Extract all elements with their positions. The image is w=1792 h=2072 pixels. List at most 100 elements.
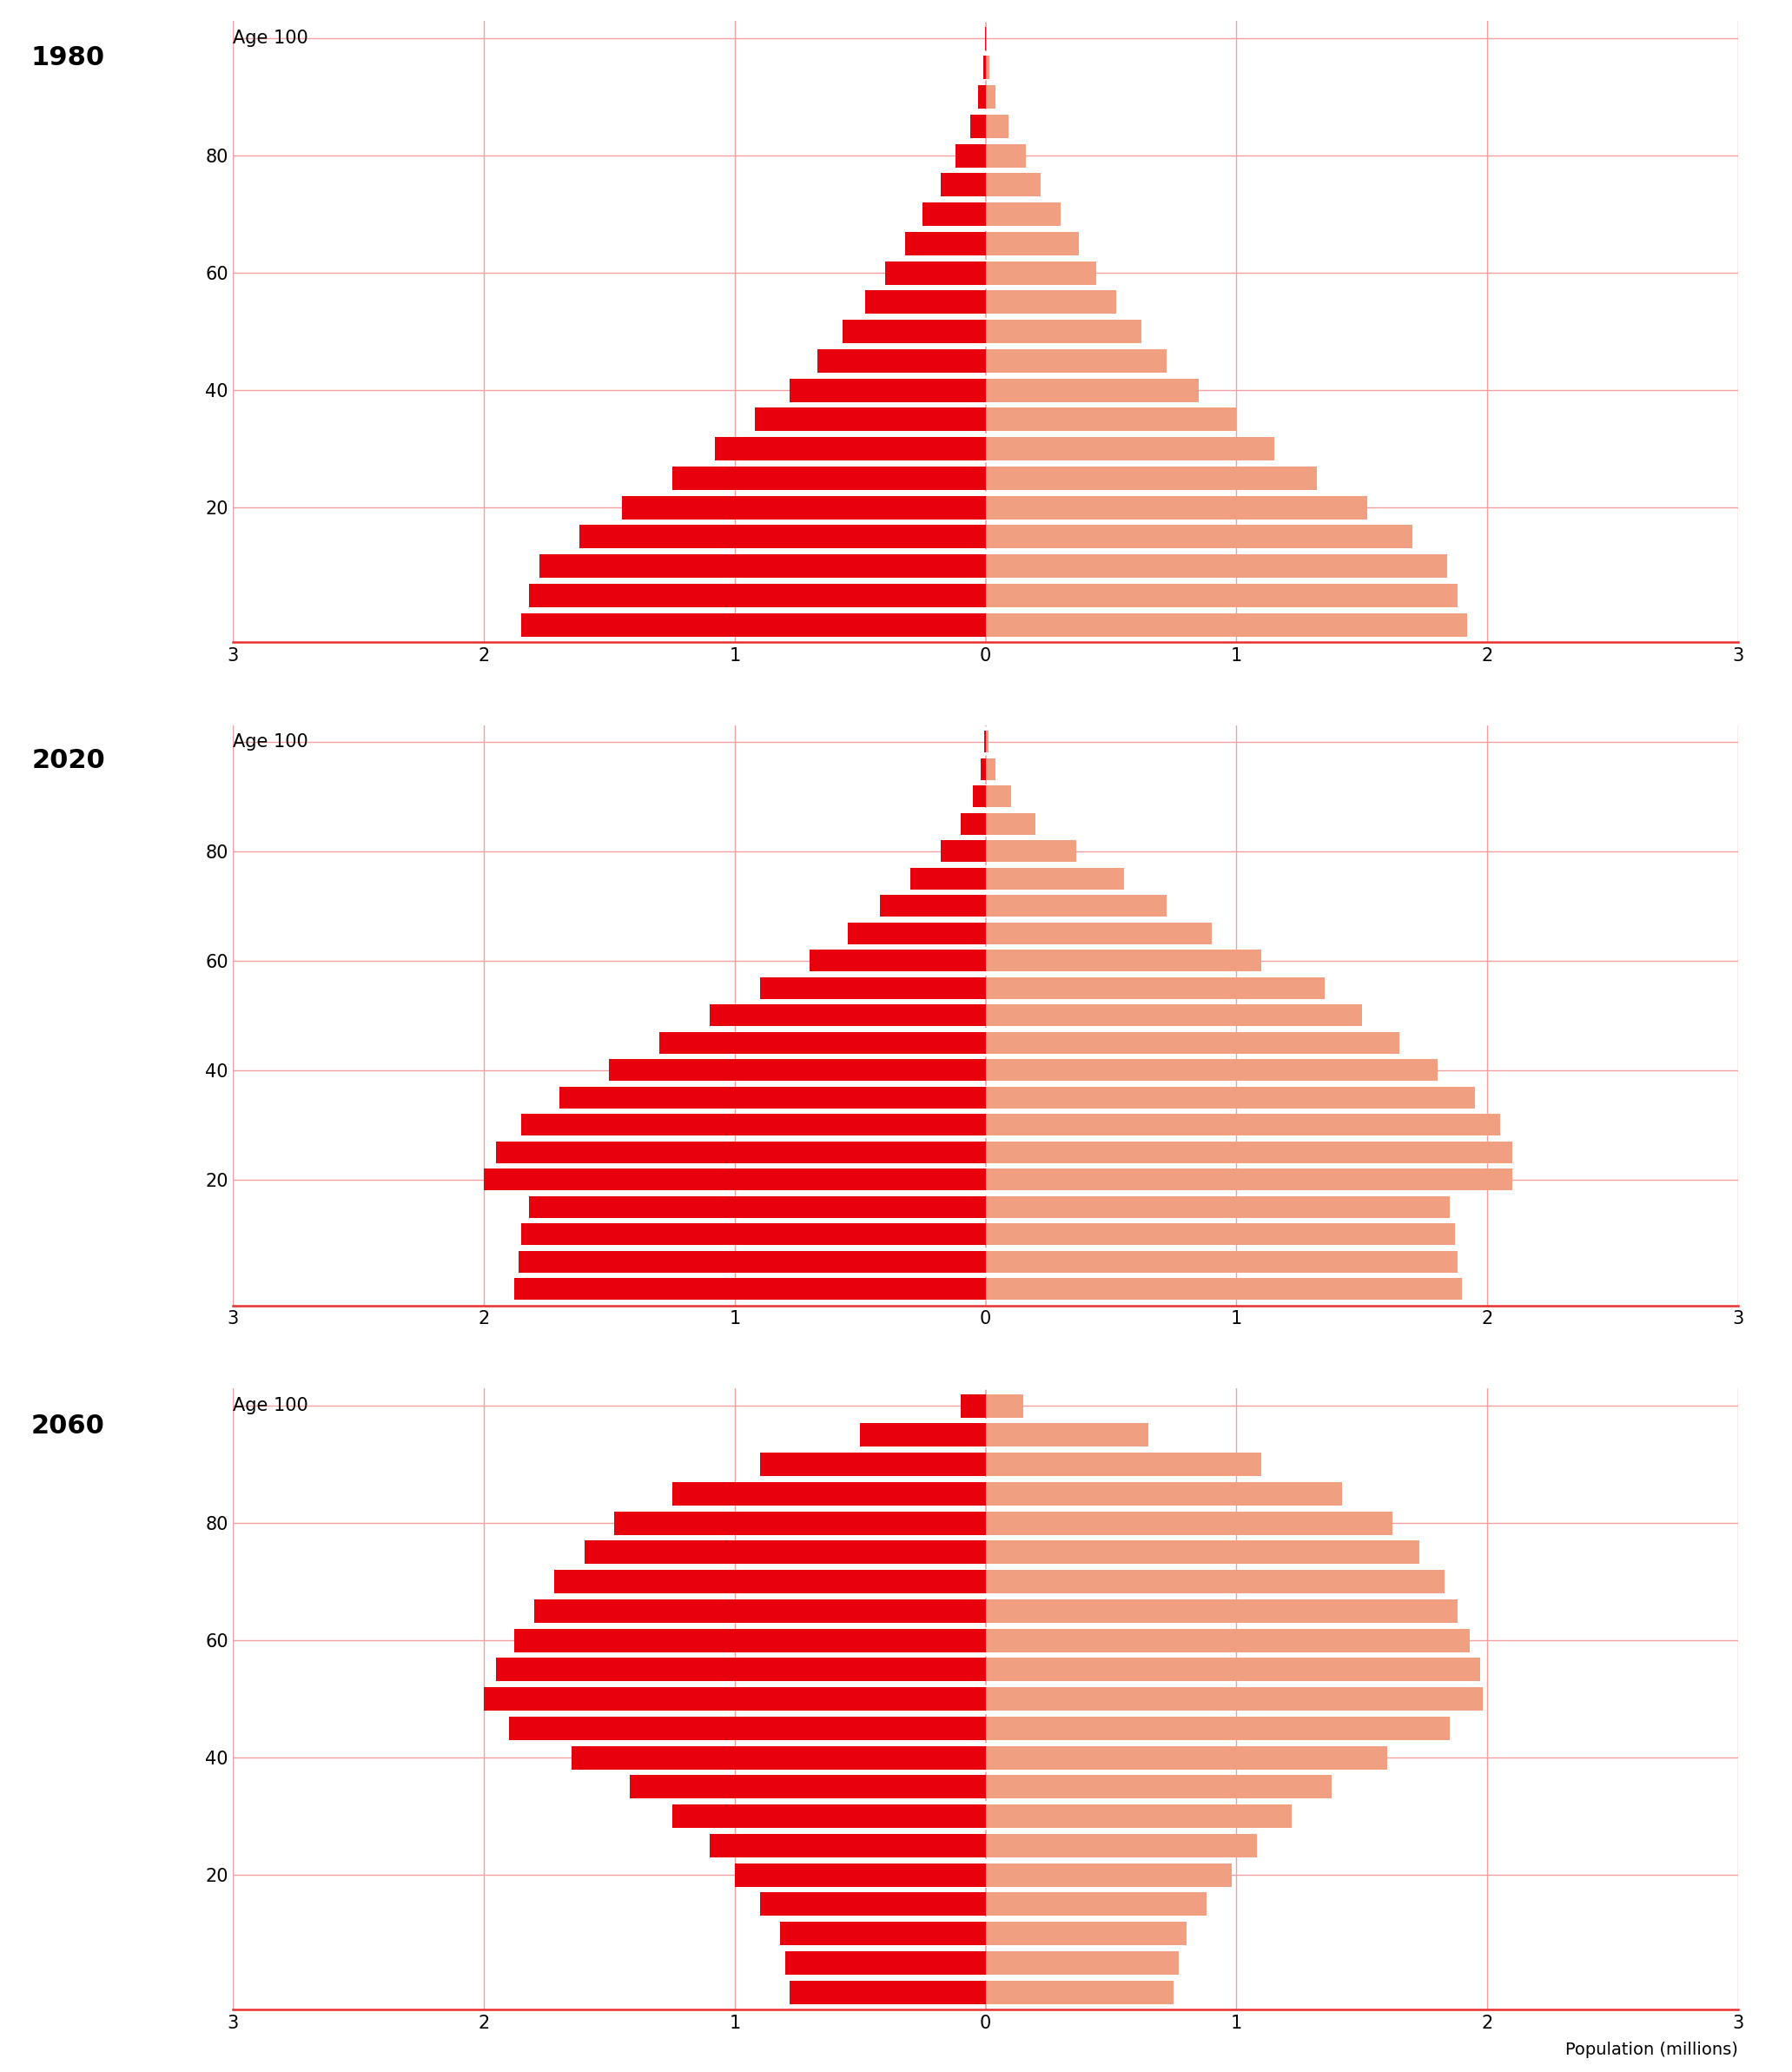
- Bar: [609, 1059, 986, 1082]
- X-axis label: Population (millions): Population (millions): [1566, 2041, 1738, 2057]
- Bar: [986, 1716, 1450, 1740]
- Bar: [760, 1892, 986, 1917]
- Bar: [986, 758, 996, 779]
- Bar: [554, 1571, 986, 1593]
- Bar: [496, 1142, 986, 1162]
- Bar: [529, 584, 986, 607]
- Bar: [923, 203, 986, 226]
- Bar: [539, 555, 986, 578]
- Bar: [986, 261, 1097, 284]
- Bar: [986, 466, 1317, 489]
- Bar: [986, 1571, 1444, 1593]
- Text: 2020: 2020: [32, 748, 106, 773]
- Bar: [986, 1142, 1512, 1162]
- Text: Age 100: Age 100: [233, 29, 308, 48]
- Bar: [986, 1923, 1186, 1946]
- Bar: [986, 613, 1468, 636]
- Bar: [978, 85, 986, 108]
- Bar: [986, 232, 1079, 255]
- Bar: [986, 1394, 1023, 1417]
- Bar: [986, 1834, 1256, 1857]
- Bar: [984, 56, 986, 79]
- Bar: [615, 1510, 986, 1535]
- Bar: [986, 143, 1025, 168]
- Bar: [986, 319, 1142, 344]
- Bar: [986, 1510, 1392, 1535]
- Bar: [986, 1169, 1512, 1191]
- Bar: [986, 1863, 1231, 1888]
- Bar: [986, 949, 1262, 972]
- Bar: [973, 785, 986, 808]
- Bar: [986, 85, 996, 108]
- Bar: [785, 1952, 986, 1975]
- Bar: [514, 1629, 986, 1651]
- Bar: [986, 1278, 1462, 1299]
- Bar: [735, 1863, 986, 1888]
- Bar: [710, 1005, 986, 1026]
- Text: 1980: 1980: [30, 46, 106, 70]
- Bar: [986, 978, 1324, 999]
- Bar: [509, 1716, 986, 1740]
- Bar: [622, 495, 986, 520]
- Bar: [986, 584, 1457, 607]
- Bar: [810, 949, 986, 972]
- Bar: [584, 1542, 986, 1564]
- Text: Age 100: Age 100: [233, 733, 308, 750]
- Bar: [986, 1423, 1149, 1446]
- Bar: [986, 1059, 1437, 1082]
- Bar: [521, 1222, 986, 1245]
- Bar: [961, 1394, 986, 1417]
- Bar: [986, 1481, 1342, 1506]
- Bar: [672, 1481, 986, 1506]
- Bar: [629, 1776, 986, 1798]
- Bar: [754, 408, 986, 431]
- Bar: [986, 922, 1211, 945]
- Bar: [659, 1032, 986, 1053]
- Bar: [986, 174, 1041, 197]
- Bar: [986, 290, 1116, 315]
- Bar: [986, 1542, 1419, 1564]
- Bar: [910, 868, 986, 889]
- Bar: [941, 839, 986, 862]
- Bar: [986, 1005, 1362, 1026]
- Bar: [986, 812, 1036, 835]
- Bar: [986, 1687, 1482, 1711]
- Bar: [521, 613, 986, 636]
- Bar: [986, 56, 989, 79]
- Bar: [534, 1600, 986, 1622]
- Bar: [986, 1196, 1450, 1218]
- Bar: [790, 1981, 986, 2004]
- Bar: [986, 895, 1167, 916]
- Bar: [986, 1600, 1457, 1622]
- Bar: [941, 174, 986, 197]
- Bar: [986, 1747, 1387, 1769]
- Bar: [986, 524, 1412, 549]
- Bar: [971, 114, 986, 139]
- Bar: [715, 437, 986, 460]
- Bar: [986, 1805, 1292, 1828]
- Bar: [866, 290, 986, 315]
- Bar: [986, 1222, 1455, 1245]
- Bar: [986, 1629, 1469, 1651]
- Bar: [860, 1423, 986, 1446]
- Bar: [484, 1687, 986, 1711]
- Bar: [986, 437, 1274, 460]
- Bar: [986, 839, 1075, 862]
- Bar: [986, 1086, 1475, 1109]
- Bar: [905, 232, 986, 255]
- Bar: [710, 1834, 986, 1857]
- Bar: [986, 1658, 1480, 1682]
- Bar: [790, 379, 986, 402]
- Bar: [559, 1086, 986, 1109]
- Bar: [986, 1251, 1457, 1272]
- Bar: [986, 408, 1236, 431]
- Bar: [986, 868, 1124, 889]
- Bar: [986, 379, 1199, 402]
- Bar: [986, 1452, 1262, 1475]
- Bar: [760, 978, 986, 999]
- Bar: [986, 1032, 1400, 1053]
- Bar: [514, 1278, 986, 1299]
- Bar: [521, 1115, 986, 1135]
- Bar: [760, 1452, 986, 1475]
- Bar: [986, 114, 1009, 139]
